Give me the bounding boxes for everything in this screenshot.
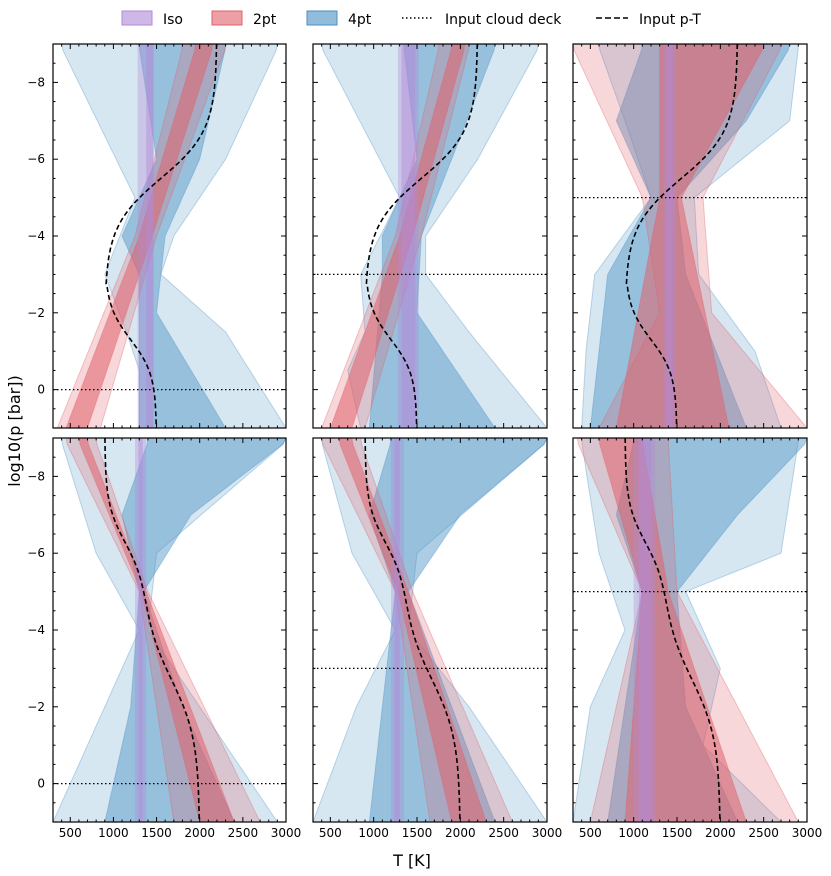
panel-top-right	[572, 43, 808, 429]
input-pt-profile	[624, 438, 721, 822]
x-tick-label: 2500	[228, 826, 259, 840]
iso-outer-band	[397, 44, 419, 428]
iso-inner-band	[146, 44, 154, 428]
legend: Iso 2pt 4pt Input cloud deck Input p-T	[121, 10, 701, 28]
panel-top-left: −8 −6 −4 −2 0	[27, 43, 287, 429]
y-tick-label: 0	[37, 383, 45, 397]
legend-iso-swatch	[121, 10, 153, 26]
input-pt-profile	[625, 44, 739, 428]
x-tick-label: 1000	[618, 826, 649, 840]
y-tick-label: 0	[37, 777, 45, 791]
plot-area	[573, 44, 807, 428]
x-tick-label: 500	[59, 826, 82, 840]
legend-4pt-swatch	[306, 10, 338, 26]
panel-bottom-left: 500 1000 1500 2000 2500 3000 −8 −6 −4 −2 0	[27, 437, 302, 840]
y-tick-label: −4	[27, 623, 45, 637]
panel-ticks	[572, 437, 808, 823]
x-tick-label: 1500	[662, 826, 693, 840]
x-tick-label: 2000	[184, 826, 215, 840]
x-tick-label: 1500	[402, 826, 433, 840]
x-tick-label: 2000	[705, 826, 736, 840]
plot-area	[313, 44, 547, 428]
panel-bottom-middle: 500 1000 1500 2000 2500 3000	[312, 437, 563, 840]
4pt-outer-band	[61, 44, 286, 428]
plot-area	[53, 438, 286, 822]
y-tick-label: −2	[27, 306, 45, 320]
x-tick-label: 2000	[445, 826, 476, 840]
4pt-inner-band	[368, 44, 496, 428]
input-pt-profile	[105, 44, 218, 428]
x-tick-label: 1000	[358, 826, 389, 840]
panel-ticks	[52, 437, 287, 823]
iso-outer-band	[664, 44, 676, 428]
y-tick-label: −6	[27, 546, 45, 560]
2pt-outer-band	[65, 438, 261, 822]
y-tick-label: −6	[27, 152, 45, 166]
plot-area	[573, 438, 807, 822]
x-tick-label: 2500	[488, 826, 519, 840]
y-tick-label: −2	[27, 700, 45, 714]
x-tick-label: 500	[579, 826, 602, 840]
x-tick-label: 500	[319, 826, 342, 840]
legend-2pt-swatch	[211, 10, 243, 26]
iso-inner-band	[138, 438, 143, 822]
x-axis-label: T [K]	[392, 851, 431, 870]
x-tick-label: 3000	[532, 826, 563, 840]
y-tick-label: −4	[27, 229, 45, 243]
panel-ticks	[312, 437, 548, 823]
legend-input-pt-label: Input p-T	[639, 12, 701, 28]
input-pt-profile	[365, 44, 479, 428]
4pt-outer-band	[313, 438, 547, 822]
iso-inner-band	[401, 44, 416, 428]
2pt-inner-band	[329, 44, 466, 428]
y-tick-label: −8	[27, 75, 45, 89]
panel-bottom-right: 500 1000 1500 2000 2500 3000	[572, 437, 823, 840]
panel-top-middle	[312, 43, 548, 429]
x-tick-label: 3000	[271, 826, 302, 840]
x-tick-label: 2500	[748, 826, 779, 840]
y-tick-label: −8	[27, 469, 45, 483]
panel-ticks	[312, 43, 548, 429]
legend-2pt-label: 2pt	[253, 12, 277, 28]
iso-outer-band	[134, 438, 147, 822]
x-tick-label: 1000	[98, 826, 129, 840]
plot-area	[53, 44, 286, 428]
y-axis-label: log10(p [bar])	[5, 375, 24, 487]
iso-outer-band	[391, 438, 404, 822]
2pt-inner-band	[65, 44, 214, 428]
panel-ticks	[572, 43, 808, 429]
4pt-inner-band	[121, 44, 227, 428]
4pt-outer-band	[53, 438, 286, 822]
x-tick-label: 3000	[792, 826, 823, 840]
2pt-outer-band	[573, 44, 807, 428]
legend-4pt-label: 4pt	[348, 12, 372, 28]
iso-inner-band	[666, 44, 673, 428]
iso-inner-band	[394, 438, 400, 822]
input-pt-profile	[364, 438, 461, 822]
legend-iso-label: Iso	[163, 12, 183, 28]
x-tick-label: 1500	[141, 826, 172, 840]
iso-outer-band	[137, 44, 154, 428]
panels: −8 −6 −4 −2 0 500 1000 1500 2000 2500 3000 −8 −6 −4 −2…	[27, 43, 823, 840]
iso-inner-band	[638, 438, 651, 822]
legend-cloud-deck-label: Input cloud deck	[445, 12, 562, 28]
input-pt-profile	[104, 438, 201, 822]
4pt-inner-band	[368, 438, 547, 822]
2pt-inner-band	[615, 44, 765, 428]
plot-area	[313, 438, 547, 822]
iso-outer-band	[633, 438, 656, 822]
panel-ticks	[52, 43, 287, 429]
